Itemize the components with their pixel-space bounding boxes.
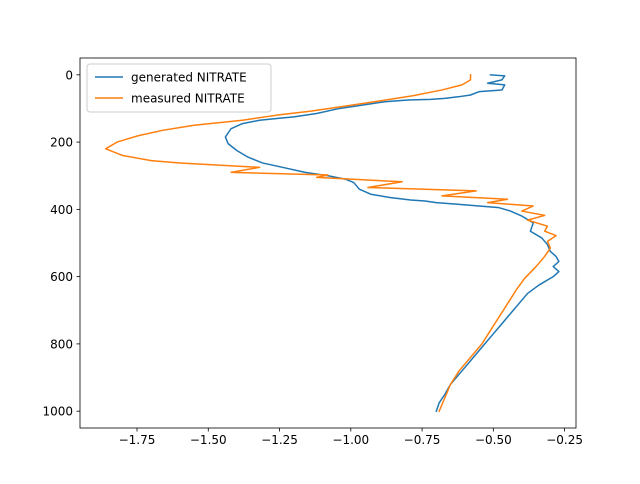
y-axis: 0 200 400 600 800 1000 — [42, 68, 80, 419]
y-tick-label: 600 — [50, 270, 73, 284]
series-line-0 — [224, 74, 560, 413]
y-tick-label: 400 — [50, 203, 73, 217]
x-tick-label: −0.25 — [546, 433, 583, 447]
plot-frame — [79, 57, 577, 429]
legend-box — [86, 63, 272, 113]
x-axis: −1.75 −1.50 −1.25 −1.00 −0.75 −0.50 −0.25 — [119, 428, 583, 447]
legend-label-0: generated NITRATE — [131, 71, 247, 85]
series-line-1 — [104, 74, 557, 413]
y-tick-label: 200 — [50, 136, 73, 150]
x-tick-label: −0.50 — [475, 433, 512, 447]
legend: generated NITRATE measured NITRATE — [86, 63, 272, 113]
series-layer — [104, 74, 560, 413]
x-tick-label: −1.25 — [261, 433, 298, 447]
y-tick-label: 0 — [65, 68, 73, 82]
x-tick-label: −1.00 — [332, 433, 369, 447]
y-tick-label: 800 — [50, 337, 73, 351]
x-tick-label: −1.50 — [190, 433, 227, 447]
x-tick-label: −1.75 — [119, 433, 156, 447]
x-tick-label: −0.75 — [404, 433, 441, 447]
legend-label-1: measured NITRATE — [131, 92, 245, 106]
y-tick-label: 1000 — [42, 405, 73, 419]
